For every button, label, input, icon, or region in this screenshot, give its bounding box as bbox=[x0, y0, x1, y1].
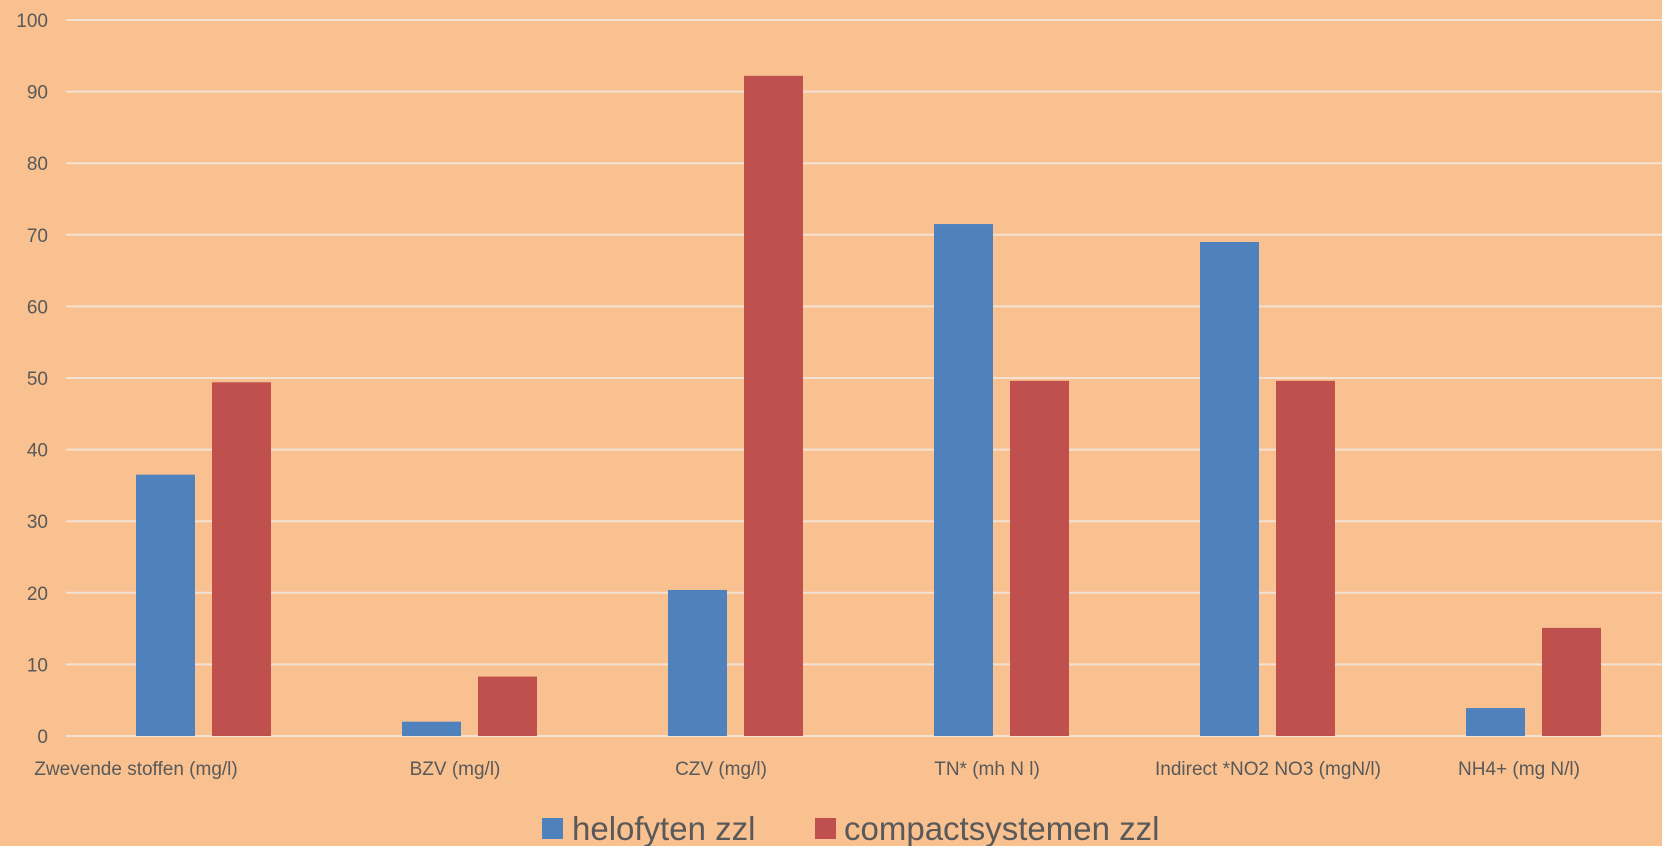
bar-compactsystemen bbox=[212, 382, 271, 736]
y-tick-label: 40 bbox=[27, 441, 48, 462]
bar-compactsystemen bbox=[1276, 380, 1335, 736]
bar-compactsystemen bbox=[1542, 627, 1601, 736]
legend: helofyten zzl compactsystemen zzl bbox=[542, 810, 1159, 846]
y-tick-label: 30 bbox=[27, 512, 48, 533]
x-category-label: Indirect *NO2 NO3 (mgN/l) bbox=[1155, 759, 1381, 780]
y-tick-label: 20 bbox=[27, 584, 48, 605]
y-tick-label: 0 bbox=[37, 727, 48, 748]
x-category-label: BZV (mg/l) bbox=[410, 759, 501, 780]
legend-swatch bbox=[815, 818, 836, 839]
gridlines bbox=[66, 19, 1662, 737]
y-tick-label: 60 bbox=[27, 297, 48, 318]
bars bbox=[136, 75, 1601, 736]
x-category-label: TN* (mh N l) bbox=[934, 759, 1040, 780]
x-axis-category-labels: Zwevende stoffen (mg/l) BZV (mg/l) CZV (mg… bbox=[34, 759, 1580, 780]
y-tick-label: 100 bbox=[16, 11, 48, 32]
y-tick-label: 80 bbox=[27, 154, 48, 175]
bar-compactsystemen bbox=[478, 676, 537, 736]
y-tick-label: 90 bbox=[27, 83, 48, 104]
bar-helofyten bbox=[1200, 241, 1259, 736]
bar-helofyten bbox=[1466, 708, 1525, 736]
bar-helofyten bbox=[668, 589, 727, 736]
legend-label: helofyten zzl bbox=[572, 810, 755, 846]
x-category-label: Zwevende stoffen (mg/l) bbox=[34, 759, 237, 780]
x-category-label: CZV (mg/l) bbox=[675, 759, 767, 780]
y-axis-tick-labels: 0 10 20 30 40 50 60 70 80 90 100 bbox=[16, 11, 48, 748]
y-tick-label: 70 bbox=[27, 226, 48, 247]
y-tick-label: 10 bbox=[27, 655, 48, 676]
bar-compactsystemen bbox=[1010, 380, 1069, 736]
bar-helofyten bbox=[402, 721, 461, 736]
y-tick-label: 50 bbox=[27, 369, 48, 390]
legend-label: compactsystemen zzl bbox=[844, 810, 1159, 846]
x-category-label: NH4+ (mg N/l) bbox=[1458, 759, 1580, 780]
bar-compactsystemen bbox=[744, 75, 803, 736]
bar-helofyten bbox=[136, 474, 195, 736]
legend-swatch bbox=[542, 818, 563, 839]
bar-helofyten bbox=[934, 224, 993, 736]
